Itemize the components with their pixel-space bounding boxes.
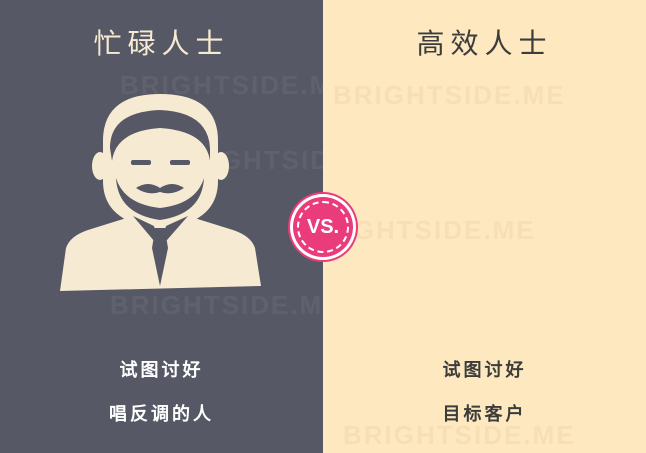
busy-people-panel: BRIGHTSIDE.ME BRIGHTSIDE.ME BRIGHTSIDE.M… bbox=[0, 0, 323, 453]
watermark: BRIGHTSIDE.ME bbox=[110, 290, 343, 320]
right-title: 高效人士 bbox=[416, 27, 553, 60]
vs-label: VS. bbox=[306, 215, 340, 238]
vs-badge: VS. bbox=[293, 197, 353, 257]
watermark: BRIGHTSIDE.ME bbox=[343, 420, 576, 450]
left-title: 忙碌人士 bbox=[93, 27, 230, 60]
watermark: BRIGHTSIDE.ME bbox=[333, 80, 566, 110]
busy-man-icon bbox=[60, 94, 261, 291]
efficient-people-panel: BRIGHTSIDE.ME BRIGHTSIDE.ME BRIGHTSIDE.M… bbox=[303, 0, 646, 453]
